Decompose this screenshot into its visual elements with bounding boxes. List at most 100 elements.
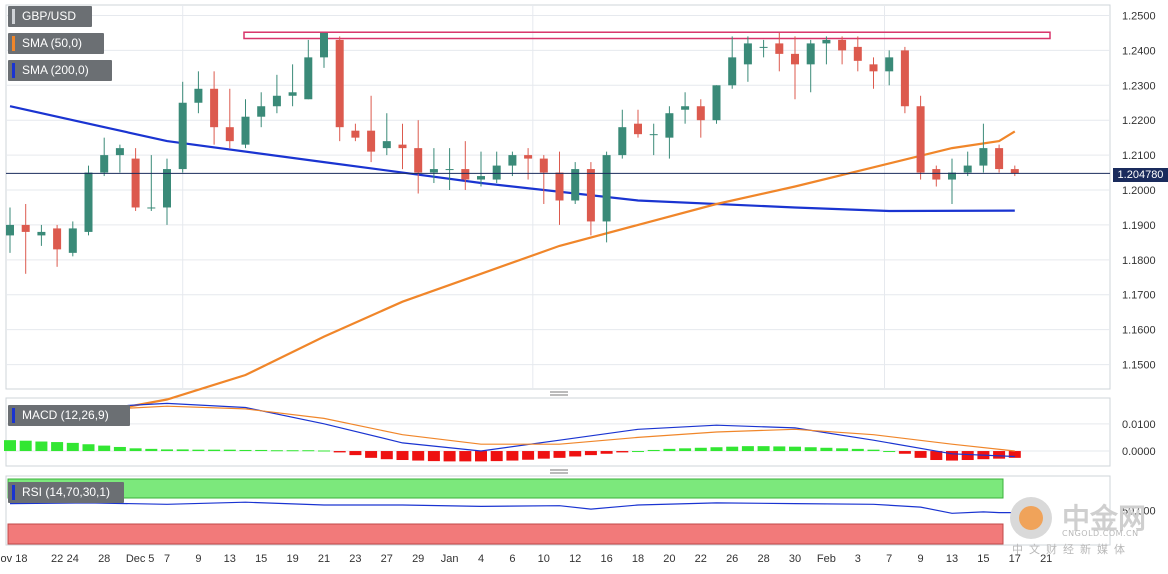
x-tick-label: 15 <box>255 553 267 565</box>
macd-histogram-bar <box>490 451 503 462</box>
macd-histogram-bar <box>789 446 801 452</box>
legend-rsi-swatch <box>12 485 15 500</box>
macd-histogram-bar <box>427 451 440 462</box>
x-tick-label: 23 <box>349 553 361 565</box>
legend-sma200[interactable]: SMA (200,0) <box>8 60 112 81</box>
price-tick-label: 1.2200 <box>1122 115 1156 127</box>
macd-histogram-bar <box>883 451 896 453</box>
candle-body <box>241 116 250 145</box>
candle-body <box>524 155 533 159</box>
macd-histogram-bar <box>318 450 330 452</box>
legend-symbol[interactable]: GBP/USD <box>8 6 92 27</box>
macd-histogram-bar <box>459 451 472 462</box>
macd-histogram-bar <box>286 450 299 452</box>
candle-body <box>759 46 768 48</box>
candle-body <box>37 231 46 236</box>
x-tick-label: 5 <box>148 553 154 565</box>
macd-histogram-bar <box>993 451 1006 459</box>
candle-body <box>53 228 62 250</box>
legend-rsi[interactable]: RSI (14,70,30,1) <box>8 482 124 503</box>
macd-histogram-bar <box>161 449 173 452</box>
candle-body <box>272 95 281 107</box>
x-tick-label: 9 <box>195 553 201 565</box>
candle-body <box>398 144 407 149</box>
macd-histogram-bar <box>914 451 927 458</box>
candle-body <box>508 155 517 166</box>
candle-body <box>743 43 752 65</box>
macd-histogram-bar <box>475 451 487 462</box>
candle-body <box>571 169 580 201</box>
macd-histogram-bar <box>145 448 158 452</box>
candle-body <box>963 165 972 173</box>
price-tick-label: 1.2500 <box>1122 10 1156 22</box>
candle-body <box>791 53 799 65</box>
macd-histogram-bar <box>836 448 849 452</box>
price-tick-label: 1.1800 <box>1122 255 1156 267</box>
macd-tick-label: 0.0100 <box>1122 419 1156 431</box>
x-tick-label: 7 <box>886 553 892 565</box>
x-tick-label: 19 <box>286 553 298 565</box>
legend-macd-label: MACD (12,26,9) <box>22 408 109 422</box>
macd-histogram-bar <box>553 451 566 458</box>
legend-rsi-label: RSI (14,70,30,1) <box>22 485 111 499</box>
legend-macd[interactable]: MACD (12,26,9) <box>8 405 130 426</box>
candle-body <box>178 102 187 170</box>
macd-histogram-bar <box>82 444 95 452</box>
x-tick-label: 16 <box>600 553 612 565</box>
candle-body <box>649 134 658 136</box>
candle-body <box>995 148 1004 170</box>
candle-body <box>1010 169 1019 174</box>
candle-body <box>979 148 988 166</box>
x-tick-label: 15 <box>977 553 989 565</box>
candle-body <box>351 130 360 138</box>
rsi-line <box>9 501 1015 514</box>
macd-histogram-bar <box>380 451 393 460</box>
macd-tick-label: 0.0000 <box>1122 446 1156 458</box>
macd-signal-line <box>9 405 1015 452</box>
price-tick-label: 1.1600 <box>1122 325 1156 337</box>
candle-body <box>775 43 784 54</box>
macd-histogram-bar <box>946 451 958 461</box>
macd-histogram-bar <box>66 442 79 452</box>
watermark: 中金网 CNGOLD.COM.CN 中文财经新媒体 <box>1010 495 1160 565</box>
x-tick-label: Feb <box>817 553 836 565</box>
legend-macd-swatch <box>12 408 15 423</box>
candle-body <box>477 176 485 180</box>
legend-sma50-label: SMA (50,0) <box>22 36 83 50</box>
macd-histogram-bar <box>365 451 378 458</box>
x-tick-label: 12 <box>569 553 581 565</box>
candle-body <box>414 148 423 173</box>
candle-body <box>806 43 815 65</box>
macd-histogram-bar <box>1008 451 1021 458</box>
candle-body <box>210 88 219 128</box>
macd-histogram-bar <box>820 447 833 452</box>
x-tick-label: Jan <box>441 553 459 565</box>
macd-histogram-bar <box>208 449 221 452</box>
macd-histogram-bar <box>522 451 535 460</box>
macd-histogram-bar <box>113 446 126 452</box>
candle-body <box>728 57 737 86</box>
candle-body <box>194 88 203 103</box>
macd-histogram-bar <box>349 451 362 456</box>
macd-histogram-bar <box>851 448 864 452</box>
candle-body <box>822 39 831 44</box>
macd-histogram-bar <box>506 451 519 461</box>
macd-histogram-bar <box>255 449 268 452</box>
x-tick-label: 24 <box>67 553 79 565</box>
candle-body <box>869 64 878 72</box>
macd-histogram-bar <box>412 451 425 461</box>
candle-body <box>84 172 93 232</box>
x-tick-label: Nov 18 <box>0 553 27 565</box>
macd-histogram-bar <box>710 447 723 452</box>
candle-body <box>131 158 140 208</box>
candle-body <box>948 172 956 180</box>
macd-histogram-bar <box>569 451 582 457</box>
candle-body <box>115 148 124 156</box>
candle-body <box>492 165 501 180</box>
legend-sma50[interactable]: SMA (50,0) <box>8 33 104 54</box>
x-tick-label: 7 <box>164 553 170 565</box>
candle-body <box>900 50 909 107</box>
macd-histogram-bar <box>396 451 409 461</box>
candle-body <box>225 127 234 142</box>
